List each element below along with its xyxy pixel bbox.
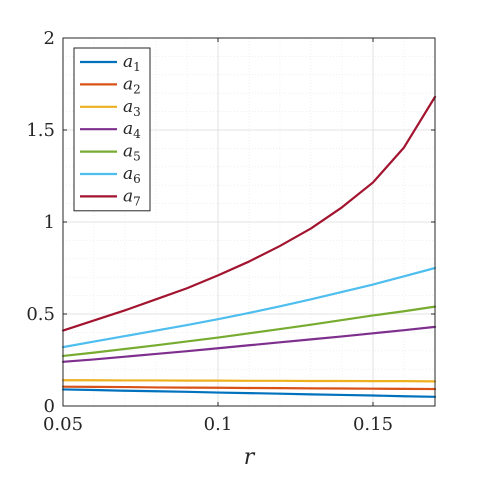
series-line-a5 xyxy=(61,305,437,358)
legend-label-a6: a6 xyxy=(123,164,141,186)
legend-label-a7: a7 xyxy=(123,186,141,208)
y-tick-label: 1.5 xyxy=(26,120,55,141)
axes: 0.05 0.1 0.15 0 0.5 1 1.5 2 r xyxy=(26,28,436,470)
series-line-a6 xyxy=(61,266,437,349)
series-lines xyxy=(61,95,437,398)
y-tick-label: 0.5 xyxy=(26,304,55,325)
series-line-a7 xyxy=(61,95,437,332)
series-line-a3 xyxy=(61,379,437,383)
y-tick-label: 0 xyxy=(44,396,55,417)
series-line-a1 xyxy=(61,388,437,398)
x-tick-label: 0.1 xyxy=(204,414,233,435)
y-tick-label: 1 xyxy=(44,212,55,233)
x-tick-label: 0.05 xyxy=(43,414,83,435)
legend-label-a3: a3 xyxy=(123,97,141,119)
series-line-a4 xyxy=(61,325,437,363)
x-tick-label: 0.15 xyxy=(353,414,393,435)
legend-label-a1: a1 xyxy=(123,52,141,74)
legend-label-a2: a2 xyxy=(123,74,141,96)
series-line-a2 xyxy=(61,385,437,391)
x-axis-label: r xyxy=(244,445,256,470)
legend-label-a4: a4 xyxy=(123,119,141,141)
y-tick-label: 2 xyxy=(44,28,55,49)
legend-label-a5: a5 xyxy=(123,142,141,164)
